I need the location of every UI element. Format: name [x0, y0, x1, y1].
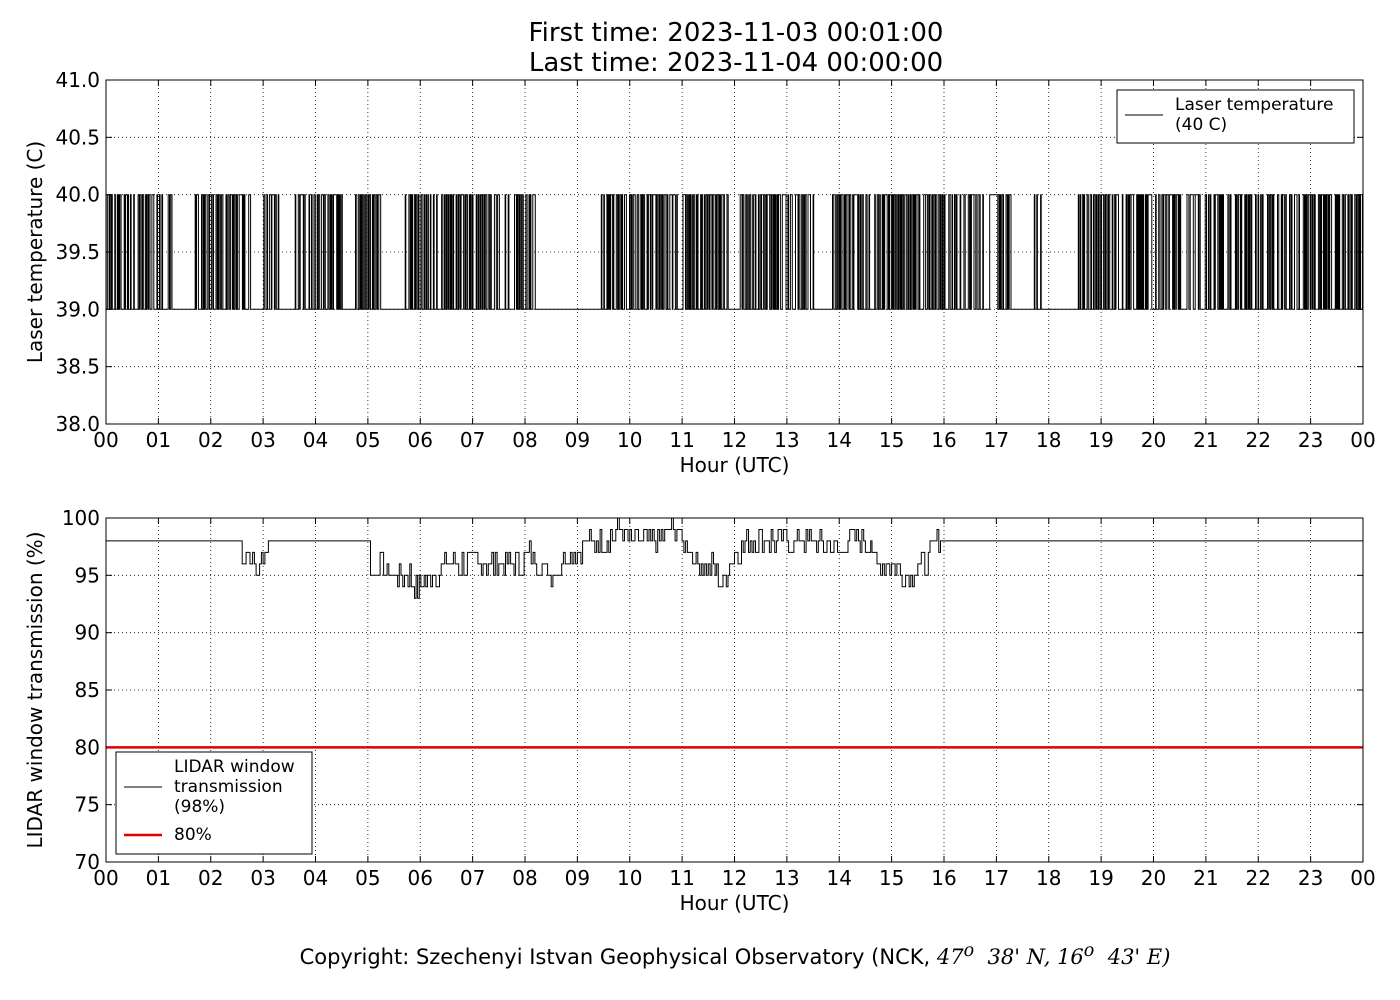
x-tick-label: 06: [408, 428, 433, 452]
y-tick-label: 90: [75, 621, 100, 645]
x-tick-label: 20: [1141, 428, 1166, 452]
x-tick-label: 04: [303, 866, 328, 890]
legend: Laser temperature(40 C): [1116, 89, 1355, 144]
title-last-time: Last time: 2023-11-04 00:00:00: [528, 48, 944, 78]
x-tick-label: 00: [93, 428, 118, 452]
x-tick-label: 15: [879, 866, 904, 890]
legend-box: [1116, 89, 1355, 144]
y-tick-label: 40.5: [55, 125, 100, 149]
latitude-degrees: 47o: [936, 941, 974, 969]
x-tick-label: 02: [198, 428, 223, 452]
x-tick-label: 23: [1298, 428, 1323, 452]
lidar-transmission-panel: 00 01 02 03 04 05 06 07 08 09 10 11 12 13 14 15 16 17 18 19…: [23, 506, 1376, 915]
x-tick-label: 05: [355, 866, 380, 890]
latitude-minutes: 38' N,: [987, 945, 1058, 969]
x-tick-label: 16: [931, 866, 956, 890]
x-tick-label: 01: [146, 866, 171, 890]
longitude-degree-symbol: o: [1083, 941, 1095, 961]
x-tick-label: 14: [827, 428, 852, 452]
longitude-degree-value: 16: [1057, 945, 1084, 969]
title-first-time: First time: 2023-11-03 00:01:00: [528, 18, 944, 48]
x-tick-label: 19: [1088, 428, 1113, 452]
y-tick-label: 70: [75, 850, 100, 874]
longitude-minutes: 43' E): [1107, 945, 1171, 969]
legend-label: (98%): [174, 797, 225, 817]
x-tick-label: 10: [617, 866, 642, 890]
x-tick-label: 03: [250, 866, 275, 890]
x-tick-label: 17: [984, 428, 1009, 452]
x-tick-label: 00: [1350, 866, 1375, 890]
x-tick-label: 14: [827, 866, 852, 890]
y-tick-label: 95: [75, 563, 100, 587]
y-axis-label: Laser temperature (C): [23, 141, 47, 363]
x-tick-label: 21: [1193, 428, 1218, 452]
x-tick-label: 07: [460, 428, 485, 452]
y-tick-label: 80: [75, 735, 100, 759]
x-tick-label: 11: [669, 866, 694, 890]
latitude-degree-symbol: o: [963, 941, 975, 961]
x-tick-label: 00: [1350, 428, 1375, 452]
x-tick-label: 20: [1141, 866, 1166, 890]
x-tick-label: 02: [198, 866, 223, 890]
x-tick-label: 10: [617, 428, 642, 452]
legend-box: [115, 751, 313, 855]
x-tick-label: 22: [1246, 428, 1271, 452]
x-tick-label: 13: [774, 428, 799, 452]
x-tick-label: 12: [722, 428, 747, 452]
x-tick-label: 13: [774, 866, 799, 890]
x-tick-label: 08: [512, 428, 537, 452]
x-tick-label: 05: [355, 428, 380, 452]
plot-frame: [105, 517, 1364, 863]
x-tick-label: 23: [1298, 866, 1323, 890]
legend-label: (40 C): [1175, 115, 1227, 135]
x-tick-label: 22: [1246, 866, 1271, 890]
transmission-series-line: [106, 517, 1363, 599]
latitude-degree-value: 47: [936, 945, 964, 969]
x-tick-label: 06: [408, 866, 433, 890]
y-tick-label: 39.5: [55, 240, 100, 264]
y-tick-label: 100: [62, 506, 100, 530]
x-tick-label: 21: [1193, 866, 1218, 890]
x-axis-label: Hour (UTC): [680, 453, 790, 477]
x-axis-label: Hour (UTC): [680, 891, 790, 915]
y-tick-label: 39.0: [55, 297, 100, 321]
x-tick-label: 12: [722, 866, 747, 890]
y-axis-label: LIDAR window transmission (%): [23, 532, 47, 849]
x-tick-label: 01: [146, 428, 171, 452]
x-tick-label: 11: [669, 428, 694, 452]
x-tick-label: 09: [565, 866, 590, 890]
legend-label: 80%: [174, 825, 212, 845]
laser-temperature-panel: 00 01 02 03 04 05 06 07 08 09 10 11 12 13 14 15 16 17 18 19…: [23, 68, 1376, 477]
y-tick-label: 85: [75, 678, 100, 702]
x-tick-label: 03: [250, 428, 275, 452]
x-tick-label: 17: [984, 866, 1009, 890]
x-tick-label: 16: [931, 428, 956, 452]
x-tick-label: 15: [879, 428, 904, 452]
plot-frame: [105, 79, 1364, 425]
copyright-prefix: Copyright: Szechenyi Istvan Geophysical …: [299, 945, 937, 969]
x-tick-label: 18: [1036, 866, 1061, 890]
x-tick-label: 09: [565, 428, 590, 452]
y-tick-label: 38.5: [55, 355, 100, 379]
x-tick-label: 18: [1036, 428, 1061, 452]
longitude-degrees: 16o: [1057, 941, 1094, 969]
legend-label: LIDAR window: [174, 757, 295, 777]
x-tick-label: 04: [303, 428, 328, 452]
y-tick-label: 40.0: [55, 183, 100, 207]
y-tick-label: 38.0: [55, 412, 100, 436]
laser-temperature-series-line: [106, 194, 1363, 310]
x-tick-label: 00: [93, 866, 118, 890]
x-tick-label: 19: [1088, 866, 1113, 890]
y-tick-label: 75: [75, 793, 100, 817]
x-tick-label: 08: [512, 866, 537, 890]
y-tick-label: 41.0: [55, 68, 100, 92]
x-tick-label: 07: [460, 866, 485, 890]
copyright-text: Copyright: Szechenyi Istvan Geophysical …: [0, 936, 1400, 972]
legend-label: transmission: [174, 777, 283, 797]
legend-label: Laser temperature: [1175, 95, 1333, 115]
